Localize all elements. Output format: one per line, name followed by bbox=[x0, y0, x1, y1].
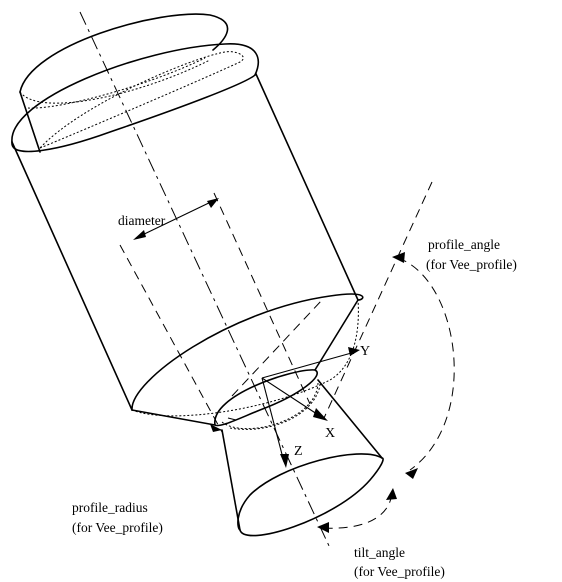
axis-y bbox=[261, 347, 360, 379]
diameter-label: diameter bbox=[118, 213, 166, 228]
axis-z bbox=[261, 377, 289, 468]
axis-x bbox=[261, 377, 328, 421]
tilt-angle-note: (for Vee_profile) bbox=[354, 564, 445, 579]
profile-line bbox=[323, 181, 433, 419]
profile-radius-pointer bbox=[210, 424, 222, 432]
profile-angle-label: profile_angle bbox=[428, 237, 500, 252]
axis-z-label: Z bbox=[294, 444, 303, 459]
tilt-angle-arc bbox=[317, 488, 397, 533]
profile-line-lower bbox=[231, 299, 323, 397]
diameter-dimension bbox=[119, 192, 311, 433]
main-cylinder bbox=[11, 43, 364, 426]
tilt-angle-label: tilt_angle bbox=[354, 545, 405, 560]
upper-cylinder bbox=[19, 13, 229, 153]
profile-radius-note: (for Vee_profile) bbox=[72, 520, 163, 535]
axis-x-label: X bbox=[325, 426, 336, 441]
profile-radius-label: profile_radius bbox=[72, 500, 148, 515]
profile-angle-arc bbox=[392, 252, 455, 479]
central-axis bbox=[79, 11, 331, 549]
axis-y-label: Y bbox=[360, 344, 371, 359]
profile-angle-note: (for Vee_profile) bbox=[426, 257, 517, 272]
nozzle bbox=[214, 369, 384, 537]
